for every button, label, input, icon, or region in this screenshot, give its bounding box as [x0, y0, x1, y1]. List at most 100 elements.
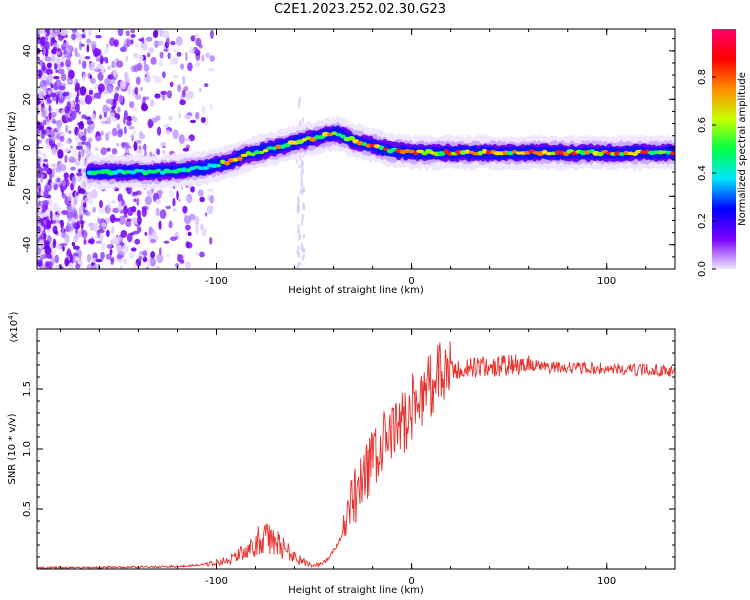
- noise-blob: [179, 259, 185, 264]
- noise-blob: [57, 177, 61, 183]
- noise-blob: [37, 192, 41, 199]
- noise-blob: [59, 135, 65, 142]
- colorbar: 0.0 0.2 0.4 0.6 0.8 Normalized spectral ampli…: [697, 29, 748, 277]
- noise-blob: [142, 261, 145, 266]
- noise-blob: [51, 48, 57, 55]
- noise-blob: [78, 128, 82, 138]
- noise-blob: [101, 222, 107, 228]
- noise-blob: [58, 85, 66, 91]
- noise-blob: [68, 230, 73, 235]
- noise-blob: [189, 119, 197, 124]
- noise-blob: [85, 146, 90, 156]
- noise-blob: [56, 245, 61, 249]
- noise-blob: [37, 259, 42, 265]
- noise-blob: [155, 199, 161, 205]
- y-multiplier-exponent: 4: [7, 315, 15, 320]
- noise-blob: [131, 134, 134, 142]
- ridge-core: [550, 151, 557, 156]
- noise-blob: [297, 228, 300, 233]
- noise-blob: [301, 166, 304, 173]
- noise-blob: [131, 116, 138, 122]
- noise-blob: [42, 158, 49, 163]
- noise-blob: [195, 53, 201, 61]
- noise-blob: [133, 198, 137, 203]
- noise-blob: [112, 236, 119, 245]
- noise-blob: [66, 211, 73, 219]
- noise-blob: [158, 220, 162, 230]
- noise-blob: [143, 143, 147, 151]
- noise-blob: [159, 190, 164, 195]
- noise-blob: [42, 199, 50, 206]
- noise-blob: [105, 98, 113, 104]
- noise-blob: [76, 220, 79, 230]
- noise-blob: [129, 101, 135, 109]
- noise-blob: [98, 229, 105, 234]
- noise-blob: [144, 76, 150, 82]
- noise-blob: [81, 141, 86, 145]
- noise-blob: [158, 59, 164, 68]
- noise-blob: [144, 149, 147, 157]
- noise-blob: [104, 77, 111, 86]
- noise-blob: [152, 30, 159, 39]
- noise-blob: [86, 125, 92, 134]
- colorbar-tick-label: 0.8: [697, 69, 708, 85]
- x-tick-label: 100: [597, 576, 616, 587]
- noise-blob: [197, 189, 204, 197]
- noise-blob: [165, 36, 170, 46]
- noise-blob: [134, 94, 142, 100]
- noise-blob: [301, 161, 304, 166]
- noise-blob: [42, 66, 48, 74]
- noise-blob: [198, 251, 205, 258]
- noise-blob: [177, 112, 182, 119]
- noise-blob: [48, 34, 53, 39]
- noise-blob: [74, 135, 80, 142]
- noise-blob: [71, 175, 77, 185]
- noise-blob: [301, 246, 304, 253]
- noise-blob: [66, 79, 73, 84]
- noise-blob: [184, 215, 192, 225]
- noise-blob: [80, 148, 86, 155]
- noise-blob: [172, 56, 179, 65]
- noise-blob: [111, 148, 118, 155]
- noise-blob: [154, 93, 161, 99]
- noise-blob: [120, 83, 127, 90]
- noise-blob: [50, 39, 53, 47]
- noise-blob: [130, 247, 137, 252]
- noise-blob: [163, 48, 169, 52]
- noise-blob: [187, 62, 193, 72]
- noise-blob: [49, 29, 53, 35]
- noise-blob: [155, 148, 161, 155]
- colorbar-tick-label: 0.0: [697, 261, 708, 277]
- noise-blob: [94, 147, 99, 151]
- noise-blob: [98, 233, 104, 241]
- noise-blob: [86, 38, 92, 44]
- ridge-core: [437, 151, 446, 157]
- noise-blob: [88, 196, 94, 206]
- noise-blob: [150, 250, 156, 259]
- noise-blob: [170, 57, 173, 66]
- noise-blob: [126, 232, 133, 243]
- noise-blob: [44, 56, 52, 62]
- noise-blob: [105, 106, 111, 112]
- noise-blob: [41, 74, 48, 81]
- noise-blob: [67, 125, 71, 129]
- noise-blob: [88, 137, 93, 143]
- noise-blob: [61, 30, 69, 35]
- noise-blob: [69, 145, 74, 149]
- noise-blob: [57, 68, 65, 75]
- noise-blob: [50, 181, 56, 187]
- noise-blob: [111, 106, 115, 111]
- noise-blob: [137, 216, 142, 225]
- noise-blob: [83, 127, 87, 137]
- noise-blob: [74, 126, 78, 136]
- y-axis-label: Frequency (Hz): [7, 111, 18, 187]
- noise-blob: [145, 36, 153, 42]
- noise-blob: [209, 236, 213, 245]
- noise-blob: [45, 116, 48, 120]
- y-tick-label: 1.5: [22, 381, 33, 397]
- noise-blob: [52, 238, 57, 249]
- noise-blob: [86, 44, 90, 53]
- noise-blob: [65, 139, 70, 144]
- noise-blob: [43, 193, 48, 199]
- noise-blob: [145, 71, 151, 76]
